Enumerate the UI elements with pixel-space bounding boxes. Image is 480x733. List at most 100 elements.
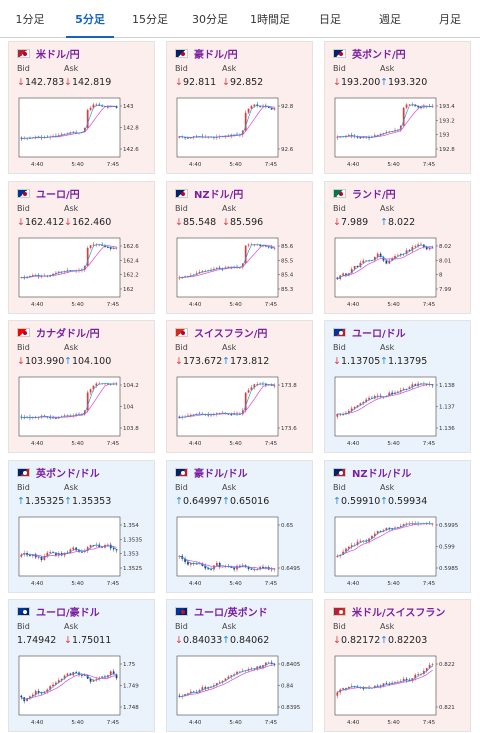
rate-card[interactable]: 米ドル/円 Bid ↓142.783 Ask ↓142.819 143 142.8 142.6… — [8, 41, 155, 174]
chart-plot-area — [334, 237, 437, 298]
candle-body — [273, 664, 276, 665]
rate-card[interactable]: ユーロ/円 Bid ↓162.412 Ask ↓162.460 162.6 162.4 162… — [8, 181, 155, 314]
ask-label: Ask — [64, 483, 79, 492]
bid-value: 0.84033 — [182, 635, 223, 646]
candle-body — [189, 691, 192, 694]
flag-za-jp-icon — [333, 188, 346, 198]
x-tick-label: 5:40 — [229, 581, 242, 587]
x-tick-label: 5:40 — [71, 441, 84, 447]
rate-card[interactable]: NZドル/ドル Bid ↑0.59910 Ask ↑0.59934 0.5995 0.599… — [324, 460, 471, 593]
candlestick-chart[interactable]: 173.8 173.6 4:40 5:40 7:45 — [175, 373, 306, 450]
candlestick-chart[interactable]: 162.6 162.4 162.2 162 4:40 5:40 7:45 — [17, 234, 148, 311]
rate-card[interactable]: スイスフラン/円 Bid ↓173.672 Ask ↑173.812 173.8 173.6… — [166, 320, 313, 453]
rate-card[interactable]: ユーロ/豪ドル Bid 1.74942 Ask ↓1.75011 1.75 1.749 1.7… — [8, 599, 155, 732]
y-tick-label: 104.2 — [123, 383, 139, 389]
candlestick-chart[interactable]: 0.822 0.821 4:40 5:40 7:45 — [333, 652, 464, 729]
currency-pair-name[interactable]: NZドル/円 — [194, 189, 244, 201]
moving-average-short-line — [179, 662, 275, 698]
x-tick-label: 7:45 — [107, 720, 120, 726]
currency-pair-name[interactable]: 米ドル/円 — [36, 49, 80, 61]
candle-body — [184, 558, 186, 562]
candlestick-chart[interactable]: 0.8405 0.84 0.8395 4:40 5:40 7:45 — [175, 652, 306, 729]
candlestick-chart[interactable]: 1.138 1.137 1.136 4:40 5:40 7:45 — [333, 373, 464, 450]
moving-average-line — [337, 105, 433, 138]
currency-pair-name[interactable]: 米ドル/スイスフラン — [352, 607, 446, 619]
arrow-up-icon: ↑ — [222, 496, 230, 507]
candle-body — [46, 689, 49, 692]
rate-card[interactable]: 豪ドル/円 Bid ↓92.811 Ask ↓92.852 92.8 92.6 4:40 5:4… — [166, 41, 313, 174]
rate-card[interactable]: ユーロ/英ポンド Bid ↓0.84033 Ask ↑0.84062 0.8405 0.84… — [166, 599, 313, 732]
currency-pair-name[interactable]: ランド/円 — [352, 189, 396, 201]
candlestick-chart[interactable]: 92.8 92.6 4:40 5:40 7:45 — [175, 94, 306, 171]
bid-quote: ↑0.64997 — [175, 496, 222, 507]
currency-pair-name[interactable]: ユーロ/豪ドル — [36, 607, 100, 619]
tab-3[interactable]: 15分足 — [132, 12, 168, 26]
y-tick-label: 1.3525 — [123, 566, 143, 572]
x-tick-label: 4:40 — [31, 302, 44, 308]
candlestick-chart[interactable]: 85.6 85.5 85.4 85.3 4:40 5:40 7:45 — [175, 234, 306, 311]
bid-value: 103.990 — [24, 356, 65, 367]
rate-card[interactable]: カナダドル/円 Bid ↓103.990 Ask ↑104.100 104.2 104 103… — [8, 320, 155, 453]
candlestick-chart[interactable]: 0.5995 0.599 0.5985 4:40 5:40 7:45 — [333, 513, 464, 590]
currency-pair-name[interactable]: NZドル/ドル — [352, 468, 412, 480]
moving-average-line — [337, 523, 433, 557]
candle-body — [239, 414, 241, 416]
candlestick-chart[interactable]: 1.75 1.749 1.748 4:40 5:40 7:45 — [17, 652, 148, 729]
candle-body — [34, 691, 37, 695]
candlestick-chart[interactable]: 143 142.8 142.6 4:40 5:40 7:45 — [17, 94, 148, 171]
currency-pair-name[interactable]: 豪ドル/ドル — [194, 468, 248, 480]
ask-quote: ↑1.35353 — [64, 496, 111, 507]
rate-card[interactable]: ランド/円 Bid ↓7.989 Ask ↑8.022 8.02 8.01 8 7.99 4:40… — [324, 181, 471, 314]
tab-5[interactable]: 1時間足 — [250, 12, 290, 26]
moving-average-short-line — [337, 523, 433, 557]
candle-body — [267, 106, 270, 108]
rate-card[interactable]: 英ポンド/円 Bid ↓193.200 Ask ↑193.320 193.4 193.2 19… — [324, 41, 471, 174]
rate-card[interactable]: NZドル/円 Bid ↓85.548 Ask ↓85.596 85.6 85.5 85.4 85… — [166, 181, 313, 314]
rate-card[interactable]: 豪ドル/ドル Bid ↑0.64997 Ask ↑0.65016 0.65 0.6495 4:… — [166, 460, 313, 593]
currency-pair-name[interactable]: ユーロ/円 — [36, 189, 80, 201]
candle-body — [233, 674, 236, 676]
moving-average-line — [21, 545, 117, 557]
currency-pair-name[interactable]: ユーロ/ドル — [352, 328, 406, 340]
bid-value: 0.64997 — [182, 496, 223, 507]
candle-body — [247, 244, 250, 246]
ask-value: 0.82203 — [387, 635, 428, 646]
candle-body — [29, 275, 31, 277]
tab-4[interactable]: 30分足 — [192, 12, 228, 26]
candle-body — [336, 692, 339, 696]
candlestick-chart[interactable]: 104.2 104 103.8 4:40 5:40 7:45 — [17, 373, 148, 450]
candle-body — [428, 665, 431, 669]
x-tick-label: 5:40 — [71, 720, 84, 726]
currency-pair-name[interactable]: 英ポンド/円 — [352, 49, 406, 61]
card-title: 英ポンド/ドル — [17, 465, 100, 480]
currency-pair-name[interactable]: 英ポンド/ドル — [36, 468, 100, 480]
moving-average-short-line — [337, 665, 433, 693]
tab-1[interactable]: 1分足 — [15, 12, 45, 26]
candlestick-chart[interactable]: 0.65 0.6495 4:40 5:40 7:45 — [175, 513, 306, 590]
candle-body — [350, 685, 353, 687]
tab-2[interactable]: 5分足 — [60, 0, 120, 38]
candle-body — [198, 272, 201, 274]
rate-card[interactable]: ユーロ/ドル Bid ↓1.13705 Ask ↑1.13795 1.138 1.137 1.… — [324, 320, 471, 453]
tab-8[interactable]: 月足 — [439, 12, 461, 26]
currency-pair-name[interactable]: スイスフラン/円 — [194, 328, 268, 340]
tab-7[interactable]: 週足 — [379, 12, 401, 26]
candlestick-chart[interactable]: 193.4 193.2 193 192.8 4:40 5:40 7:45 — [333, 94, 464, 171]
tab-6[interactable]: 日足 — [319, 12, 341, 26]
rate-card[interactable]: 英ポンド/ドル Bid ↑1.35325 Ask ↑1.35353 1.354 1.3535… — [8, 460, 155, 593]
candle-body — [55, 418, 57, 419]
candle-body — [109, 671, 112, 676]
candlestick-chart[interactable]: 1.354 1.3535 1.353 1.3525 4:40 5:40 7:45 — [17, 513, 148, 590]
arrow-down-icon: ↓ — [64, 217, 72, 228]
candle-body — [247, 390, 250, 393]
currency-pair-name[interactable]: カナダドル/円 — [36, 328, 100, 340]
candlestick-chart[interactable]: 8.02 8.01 8 7.99 4:40 5:40 7:45 — [333, 234, 464, 311]
rate-card[interactable]: 米ドル/スイスフラン Bid ↓0.82172 Ask ↑0.82203 0.822 0.8… — [324, 599, 471, 732]
currency-pair-name[interactable]: 豪ドル/円 — [194, 49, 238, 61]
y-tick-label: 193.4 — [439, 104, 455, 110]
x-tick-label: 7:45 — [107, 581, 120, 587]
candle-body — [112, 671, 115, 675]
ask-value: 0.84062 — [229, 635, 270, 646]
currency-pair-name[interactable]: ユーロ/英ポンド — [194, 607, 268, 619]
candle-body — [250, 387, 253, 391]
